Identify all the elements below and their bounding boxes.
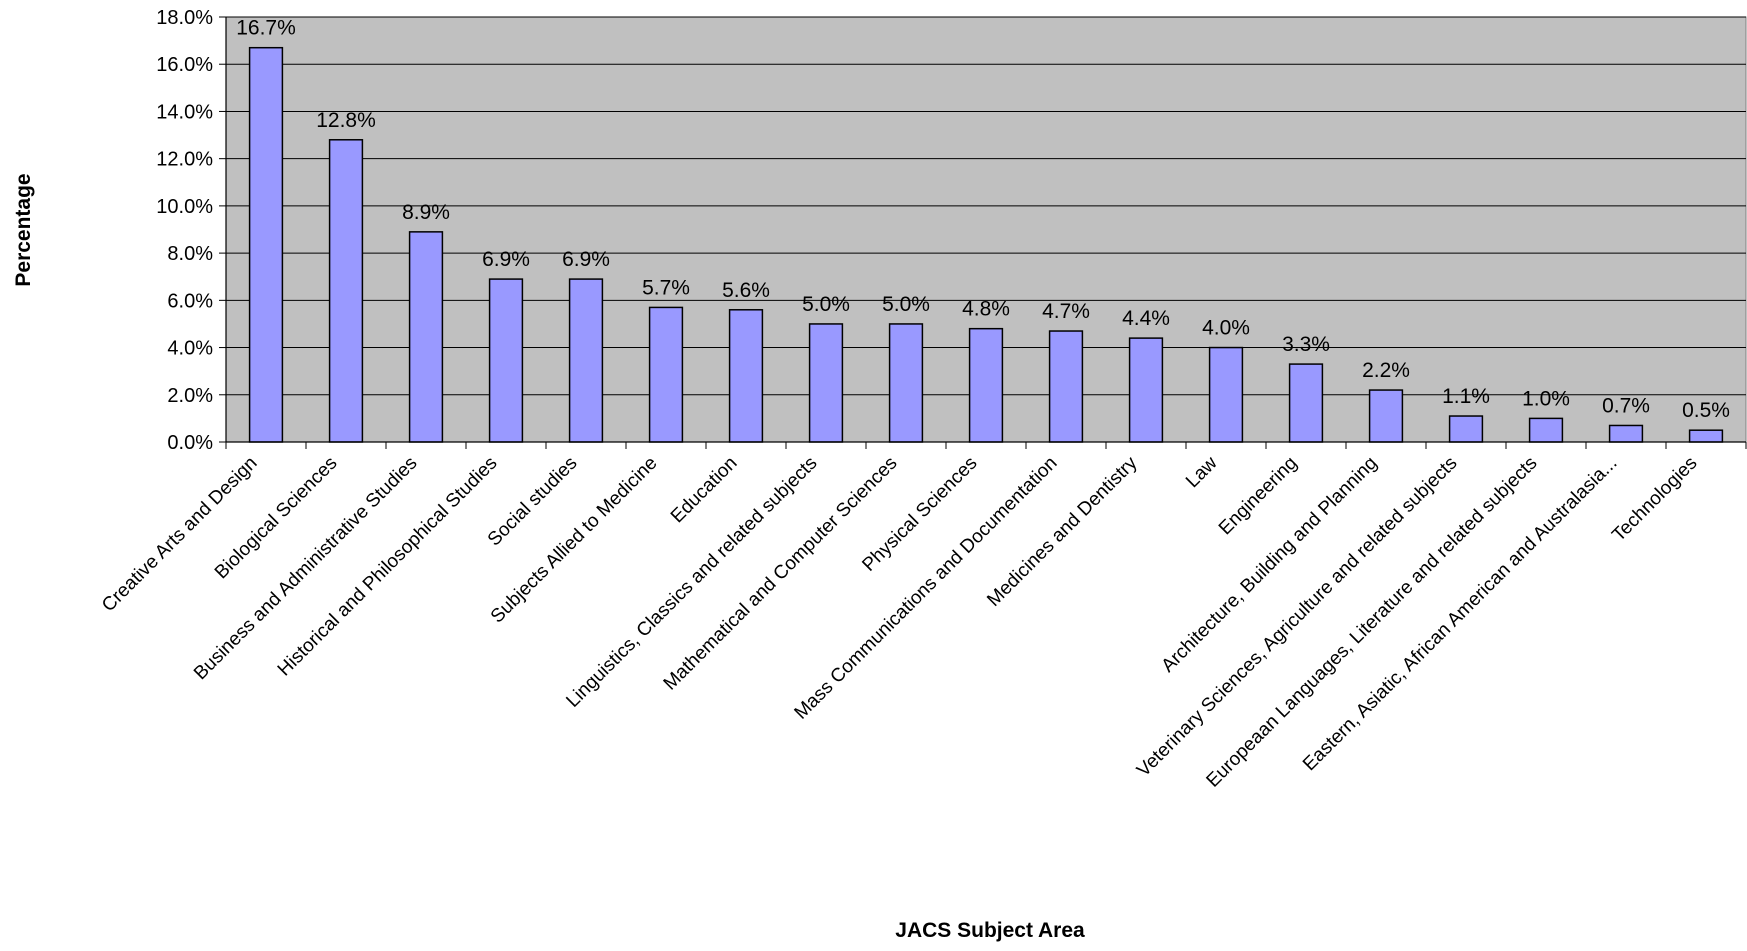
y-tick-label: 16.0% [156,54,213,76]
data-label: 1.1% [1442,385,1490,408]
data-label: 4.8% [962,298,1010,321]
data-label: 4.7% [1042,300,1090,323]
bar [1048,330,1084,443]
bar [1288,363,1324,443]
x-axis-title: JACS Subject Area [895,919,1085,942]
bar [568,278,604,443]
data-label: 0.5% [1682,399,1730,422]
bar [248,46,284,443]
x-tick-label: Medicines and Dentistry [983,452,1142,611]
data-label: 8.9% [402,201,450,224]
x-tick-label: Law [1182,452,1222,492]
gridlines [226,16,1746,396]
x-tick-label: Creative Arts and Design [98,453,261,616]
bar [1608,424,1644,443]
axes [219,16,1747,449]
y-tick-label: 14.0% [156,101,213,123]
data-label: 6.9% [482,248,530,271]
bar [648,306,684,443]
x-tick-label: Subjects Allied to Medicine [487,453,662,628]
data-label: 16.7% [236,17,296,40]
data-label: 5.6% [722,279,770,302]
data-label: 5.0% [882,293,930,316]
bar [1688,429,1724,443]
data-label: 1.0% [1522,387,1570,410]
data-label: 5.0% [802,293,850,316]
bar [1368,389,1404,443]
data-label: 5.7% [642,276,690,299]
data-label: 12.8% [316,109,376,132]
bar [808,323,844,443]
y-tick-label: 18.0% [156,7,213,29]
bars [248,46,1724,443]
bar [1128,337,1164,443]
data-label: 6.9% [562,248,610,271]
bar [1208,346,1244,443]
bar [1448,415,1484,443]
y-tick-label: 0.0% [167,432,213,454]
bar [408,231,444,443]
bar [328,139,364,443]
bar [488,278,524,443]
bar [888,323,924,443]
bar [968,327,1004,443]
data-label: 4.4% [1122,307,1170,330]
y-tick-label: 4.0% [167,338,213,360]
x-tick-label: Veterinary Sciences, Agriculture and rel… [1133,453,1462,782]
bar [1528,417,1564,443]
data-label: 0.7% [1602,394,1650,417]
x-tick-label: Engineering [1215,453,1302,540]
y-tick-label: 8.0% [167,243,213,265]
data-label: 3.3% [1282,333,1330,356]
y-tick-label: 12.0% [156,149,213,171]
y-tick-label: 6.0% [167,290,213,312]
y-tick-label: 10.0% [156,196,213,218]
data-label: 4.0% [1202,317,1250,340]
y-tick-label: 2.0% [167,385,213,407]
bar [728,309,764,443]
y-axis-title: Percentage [12,173,35,286]
data-label: 2.2% [1362,359,1410,382]
x-tick-label: Technologies [1608,453,1701,546]
x-tick-label: Education [667,453,742,528]
